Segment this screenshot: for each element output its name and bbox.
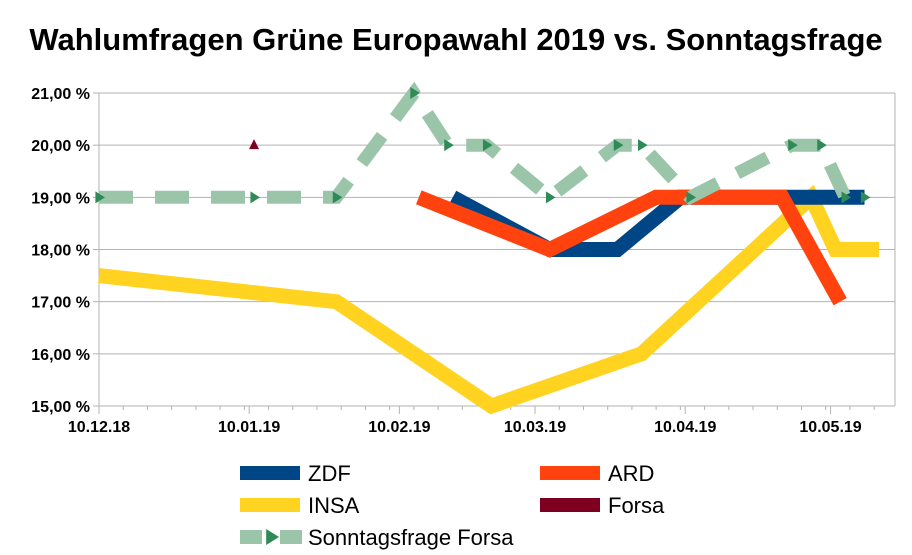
sonntagsfrage-forsa-marker <box>482 139 493 152</box>
insa-line <box>98 184 879 415</box>
axis-layer: 15,00 % 16,00 % 17,00 % 18,00 % 19,00 % 20,00… <box>31 86 895 436</box>
forsa-marker <box>249 139 260 150</box>
y-tick-label: 21,00 % <box>31 86 90 103</box>
x-tick-label: 10.12.18 <box>68 419 130 436</box>
legend-swatch <box>240 530 262 544</box>
sonntagsfrage-forsa-marker <box>638 139 648 152</box>
legend-item-sonntagsfrage-forsa: Sonntagsfrage Forsa <box>240 525 514 550</box>
x-tick-label: 10.01.19 <box>218 419 280 436</box>
grid-layer <box>99 92 896 407</box>
y-tick-label: 16,00 % <box>31 347 90 364</box>
sonntagsfrage-forsa-marker <box>860 191 871 204</box>
x-tick-label: 10.03.19 <box>504 419 566 436</box>
y-tick-label: 19,00 % <box>31 190 90 207</box>
ard-line <box>416 189 847 306</box>
y-tick-label: 20,00 % <box>31 138 90 155</box>
legend-swatch <box>240 466 300 480</box>
sonntagsfrage-forsa-marker <box>444 139 454 152</box>
legend: ZDF ARD INSA Forsa Sonntagsfrage Forsa <box>240 461 665 550</box>
sonntagsfrage-forsa-marker <box>686 191 697 204</box>
series-sonntagsfrage-forsa <box>95 81 871 206</box>
sonntagsfrage-forsa-marker <box>613 139 624 152</box>
sonntagsfrage-forsa-marker <box>545 191 556 204</box>
series-insa <box>98 184 879 415</box>
legend-label: ZDF <box>308 461 351 486</box>
legend-label: Forsa <box>608 493 665 518</box>
sonntagsfrage-forsa-marker <box>410 87 420 99</box>
chart-title: Wahlumfragen Grüne Europawahl 2019 vs. S… <box>29 22 883 57</box>
legend-item-insa: INSA <box>240 493 360 518</box>
legend-swatch <box>240 498 300 512</box>
legend-item-forsa: Forsa <box>540 493 665 518</box>
sonntagsfrage-forsa-marker <box>250 191 261 204</box>
sonntagsfrage-forsa-marker <box>95 191 105 204</box>
legend-swatch <box>540 498 600 512</box>
series-ard <box>416 189 847 306</box>
series-layer <box>95 81 879 415</box>
series-forsa <box>249 139 260 150</box>
legend-label: INSA <box>308 493 360 518</box>
sonntagsfrage-forsa-line <box>99 81 865 206</box>
x-tick-label: 10.02.19 <box>368 419 430 436</box>
x-tick-label: 10.04.19 <box>654 419 716 436</box>
legend-item-zdf: ZDF <box>240 461 351 486</box>
sonntagsfrage-forsa-marker <box>788 139 798 152</box>
y-tick-label: 15,00 % <box>31 399 90 416</box>
legend-marker <box>266 529 279 545</box>
x-tick-label: 10.05.19 <box>799 419 861 436</box>
y-tick-label: 18,00 % <box>31 243 90 260</box>
sonntagsfrage-forsa-marker <box>332 191 343 204</box>
legend-item-ard: ARD <box>540 461 654 486</box>
legend-label: Sonntagsfrage Forsa <box>308 525 514 550</box>
y-tick-label: 17,00 % <box>31 295 90 312</box>
sonntagsfrage-forsa-marker <box>841 191 852 204</box>
legend-swatch <box>540 466 600 480</box>
legend-swatch <box>280 530 302 544</box>
sonntagsfrage-forsa-marker <box>817 139 827 152</box>
legend-label: ARD <box>608 461 654 486</box>
